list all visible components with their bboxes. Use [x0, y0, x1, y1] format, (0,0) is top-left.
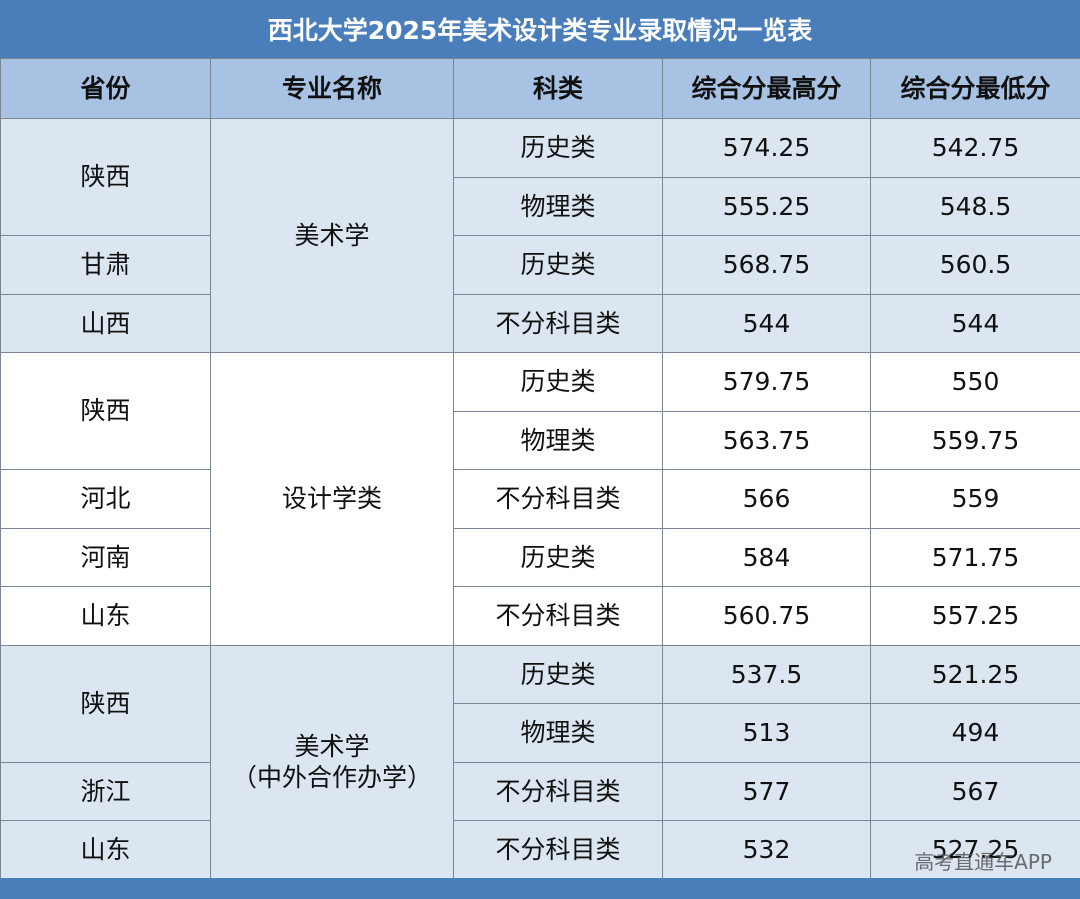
min-score-cell: 567 — [870, 761, 1080, 821]
min-score-cell: 560.5 — [870, 235, 1080, 295]
major-cell: 美术学 — [210, 118, 454, 353]
min-score-cell: 550 — [870, 352, 1080, 412]
major-line: （中外合作办学） — [231, 763, 432, 792]
major-cell: 美术学 （中外合作办学） — [210, 644, 454, 880]
table-row: 河南 历史类 584 571.75 — [0, 527, 1080, 587]
category-cell: 历史类 — [453, 644, 663, 704]
category-cell: 历史类 — [453, 118, 663, 178]
min-score-cell: 527.25 — [870, 820, 1080, 880]
province-cell: 浙江 — [0, 761, 211, 821]
province-cell: 山东 — [0, 820, 211, 880]
category-cell: 历史类 — [453, 527, 663, 587]
min-score-cell: 548.5 — [870, 176, 1080, 236]
province-cell: 山西 — [0, 293, 211, 353]
min-score-cell: 542.75 — [870, 118, 1080, 178]
category-cell: 不分科目类 — [453, 293, 663, 353]
table-body: 陕西 美术学 历史类 574.25 542.75 物理类 555.25 548.5 甘肃 历史类 5… — [0, 118, 1080, 880]
max-score-cell: 560.75 — [662, 586, 871, 646]
table-row: 浙江 不分科目类 577 567 — [0, 761, 1080, 821]
province-cell: 陕西 — [0, 118, 211, 236]
major-cell: 设计学类 — [210, 352, 454, 646]
table-title: 西北大学2025年美术设计类专业录取情况一览表 — [0, 0, 1080, 58]
max-score-cell: 532 — [662, 820, 871, 880]
table-row: 山东 不分科目类 532 527.25 — [0, 820, 1080, 880]
major-line: 设计学类 — [281, 484, 382, 514]
max-score-cell: 566 — [662, 469, 871, 529]
province-cell: 河南 — [0, 527, 211, 587]
max-score-cell: 544 — [662, 293, 871, 353]
province-cell: 甘肃 — [0, 235, 211, 295]
max-score-cell: 513 — [662, 703, 871, 763]
header-cell: 专业名称 — [210, 58, 454, 119]
header-row: 省份 专业名称 科类 综合分最高分 综合分最低分 — [0, 58, 1080, 119]
category-cell: 历史类 — [453, 235, 663, 295]
max-score-cell: 537.5 — [662, 644, 871, 704]
table-row: 陕西 美术学 （中外合作办学） 历史类 537.5 521.25 — [0, 644, 1080, 880]
header-cell: 综合分最高分 — [662, 58, 871, 119]
province-cell: 陕西 — [0, 352, 211, 470]
max-score-cell: 555.25 — [662, 176, 871, 236]
major-line: 美术学 — [294, 220, 370, 250]
province-cell: 陕西 — [0, 644, 211, 763]
category-cell: 不分科目类 — [453, 586, 663, 646]
max-score-cell: 577 — [662, 761, 871, 821]
category-cell: 不分科目类 — [453, 820, 663, 880]
major-line: 美术学 — [294, 731, 370, 761]
max-score-cell: 568.75 — [662, 235, 871, 295]
min-score-cell: 544 — [870, 293, 1080, 353]
min-score-cell: 559.75 — [870, 410, 1080, 470]
table-row: 陕西 设计学类 历史类 579.75 550 — [0, 352, 1080, 646]
table-row: 物理类 563.75 559.75 — [0, 410, 1080, 470]
table: 省份 专业名称 科类 综合分最高分 综合分最低分 陕西 美术学 历史类 574.25 542.7… — [0, 58, 1080, 880]
table-row: 山西 不分科目类 544 544 — [0, 293, 1080, 353]
min-score-cell: 571.75 — [870, 527, 1080, 587]
category-cell: 历史类 — [453, 352, 663, 412]
min-score-cell: 494 — [870, 703, 1080, 763]
min-score-cell: 559 — [870, 469, 1080, 529]
max-score-cell: 574.25 — [662, 118, 871, 178]
header-cell: 省份 — [0, 58, 211, 119]
category-cell: 不分科目类 — [453, 761, 663, 821]
max-score-cell: 584 — [662, 527, 871, 587]
min-score-cell: 557.25 — [870, 586, 1080, 646]
table-row: 甘肃 历史类 568.75 560.5 — [0, 235, 1080, 295]
min-score-cell: 521.25 — [870, 644, 1080, 704]
province-cell: 河北 — [0, 469, 211, 529]
table-row: 山东 不分科目类 560.75 557.25 — [0, 586, 1080, 646]
table-row: 河北 不分科目类 566 559 — [0, 469, 1080, 529]
max-score-cell: 563.75 — [662, 410, 871, 470]
category-cell: 物理类 — [453, 410, 663, 470]
footer-bar — [0, 878, 1080, 899]
category-cell: 物理类 — [453, 703, 663, 763]
province-cell: 山东 — [0, 586, 211, 646]
watermark: 高考直通车APP — [914, 850, 1052, 874]
category-cell: 不分科目类 — [453, 469, 663, 529]
header-cell: 科类 — [453, 58, 663, 119]
category-cell: 物理类 — [453, 176, 663, 236]
max-score-cell: 579.75 — [662, 352, 871, 412]
header-cell: 综合分最低分 — [870, 58, 1080, 119]
table-row: 陕西 美术学 历史类 574.25 542.75 — [0, 118, 1080, 353]
